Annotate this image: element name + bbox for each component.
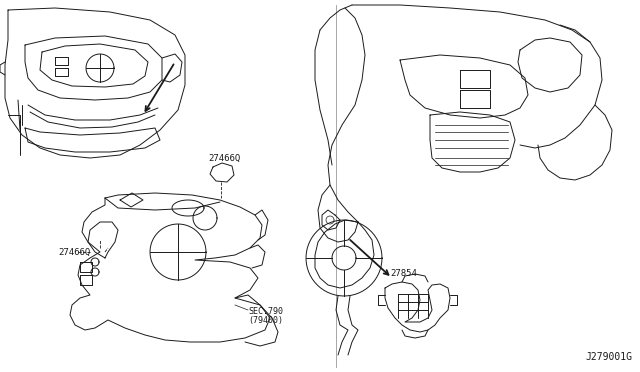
Text: SEC.790: SEC.790 xyxy=(248,308,283,317)
Text: (79400): (79400) xyxy=(248,315,283,324)
Text: 27466Q: 27466Q xyxy=(208,154,240,163)
Text: J279001G: J279001G xyxy=(585,352,632,362)
Text: 27466Q: 27466Q xyxy=(58,247,90,257)
Text: 27854: 27854 xyxy=(390,269,417,278)
